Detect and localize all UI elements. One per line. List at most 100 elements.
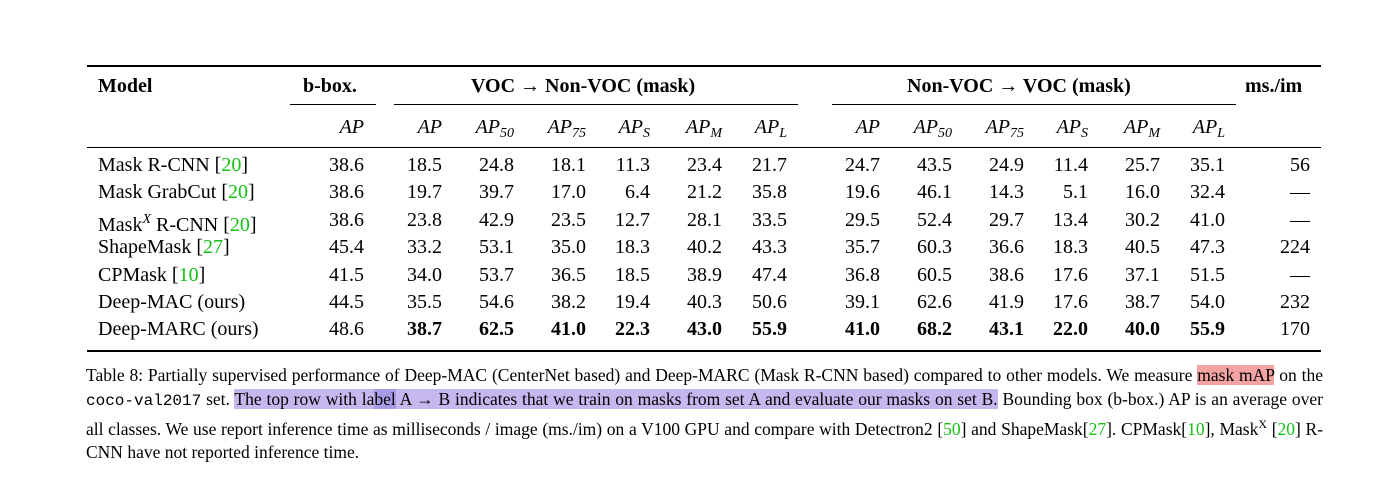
citation-link[interactable]: 20 [1277,418,1296,439]
citation-link[interactable]: 20 [228,181,248,204]
model-label: Mask GrabCut [98,181,217,204]
caption-text: Table 8: Partially supervised performanc… [86,365,1198,385]
nonvoc-voc-value: 17.6 [1053,291,1088,313]
voc-nonvoc-value: 33.2 [407,236,442,259]
metric-label: AP [1123,116,1149,138]
nonvoc-voc-value: 60.3 [917,236,952,259]
metric-label: AP [685,116,711,138]
voc-nonvoc-value: 33.5 [752,208,787,231]
voc-nonvoc-value: 35.8 [752,181,787,204]
voc-nonvoc-value: 43.0 [687,318,722,341]
voc-nonvoc-value: 38.2 [551,291,586,313]
metric-subscript: L [779,126,787,141]
metric-header-nonvoc-voc-0: AP [856,117,880,137]
metric-label: AP [913,116,938,138]
nonvoc-voc-value: 47.3 [1190,236,1225,259]
metric-subscript: L [1217,126,1225,141]
inference-time-value: — [1290,181,1310,204]
voc-nonvoc-value: 62.5 [479,318,514,341]
header-ms: ms./im [1245,75,1303,97]
table-caption: Table 8: Partially supervised performanc… [86,364,1323,465]
voc-nonvoc-value: 55.9 [752,318,787,341]
metric-label: AP [475,116,500,138]
nonvoc-voc-value: 43.5 [917,154,952,176]
bbox-ap-value: 45.4 [329,236,364,259]
inference-time-value: 170 [1280,318,1310,341]
nonvoc-voc-value: 51.5 [1190,263,1225,286]
nonvoc-voc-value: 29.5 [845,208,880,231]
citation-link[interactable]: 10 [178,263,199,286]
caption-text: ], Mask [1204,418,1259,439]
voc-nonvoc-value: 28.1 [687,208,722,231]
citation-link[interactable]: 20 [221,154,242,176]
highlight-top-row: A → B indicates that we train on masks f… [395,388,998,409]
nonvoc-voc-value: 43.1 [989,318,1024,341]
caption-text: ] and ShapeMask[ [960,418,1089,439]
voc-nonvoc-value: 23.4 [687,154,722,176]
nonvoc-voc-value: 13.4 [1053,208,1088,231]
bbox-ap-value: 48.6 [329,318,364,341]
nonvoc-voc-value: 29.7 [989,208,1024,231]
nonvoc-voc-value: 52.4 [917,208,952,231]
bbox-ap-value: 38.6 [329,181,364,204]
caption-text: ] R-CNN have not reported inference time… [86,418,1324,463]
model-label: ShapeMask [98,236,192,259]
top-rule [87,65,1321,67]
nonvoc-voc-value: 41.9 [989,291,1024,313]
voc-nonvoc-value: 41.0 [551,318,586,341]
header-voc-to-nonvoc: VOC → Non-VOC (mask) [471,75,696,97]
nonvoc-voc-value: 38.7 [1125,291,1160,313]
metric-subscript: S [1081,126,1088,141]
nonvoc-voc-value: 41.0 [1190,208,1225,231]
model-label: Deep-MARC (ours) [98,318,259,341]
nonvoc-voc-value: 24.7 [845,154,880,176]
nonvoc-voc-cmidrule [832,104,1236,105]
nonvoc-voc-value: 46.1 [917,181,952,204]
voc-nonvoc-value: 40.2 [687,236,722,259]
header-rule [87,147,1321,148]
metric-subscript: 50 [500,126,514,141]
voc-nonvoc-value: 50.6 [752,291,787,313]
nonvoc-voc-value: 40.0 [1125,318,1160,341]
metric-subscript: S [643,126,650,141]
metric-label: AP [1192,116,1218,138]
metric-label: AP [618,116,643,138]
metric-header-voc-nonvoc-1: AP50 [476,117,514,144]
voc-nonvoc-value: 18.3 [615,236,650,259]
nonvoc-voc-value: 35.7 [845,236,880,259]
voc-nonvoc-value: 18.5 [407,154,442,176]
voc-nonvoc-value: 23.5 [551,208,586,231]
citation-link[interactable]: 10 [1187,418,1205,439]
voc-nonvoc-value: 38.9 [687,263,722,286]
citation-link[interactable]: 27 [1088,418,1107,439]
inference-time-value: 232 [1280,291,1310,313]
caption-text: ]. CPMask[ [1106,418,1188,439]
nonvoc-voc-value: 36.8 [845,263,880,286]
caption-text: on the [1274,365,1323,385]
citation-link[interactable]: 27 [203,236,223,259]
nonvoc-voc-value: 5.1 [1063,181,1088,204]
inference-time-value: — [1290,263,1310,286]
nonvoc-voc-value: 68.2 [917,318,952,341]
nonvoc-voc-value: 19.6 [845,181,880,204]
nonvoc-voc-value: 30.2 [1125,208,1160,231]
nonvoc-voc-value: 16.0 [1125,181,1160,204]
metric-header-nonvoc-voc-1: AP50 [914,117,952,144]
metric-header-nonvoc-voc-4: APM [1124,117,1160,144]
model-name: MaskX R-CNN [20] [98,211,257,236]
citation-link[interactable]: 50 [943,418,961,439]
metric-header-voc-nonvoc-5: APL [755,117,787,144]
voc-nonvoc-value: 40.3 [687,291,722,313]
voc-nonvoc-value: 24.8 [479,154,514,176]
metric-label: AP [754,116,780,138]
model-superscript: X [142,211,152,227]
model-name: CPMask [10] [98,263,206,286]
caption-text: [ [1267,418,1278,439]
voc-nonvoc-value: 42.9 [479,208,514,231]
metric-label: AP [855,116,880,138]
model-name: Deep-MARC (ours) [98,319,259,339]
header-model: Model [98,75,153,97]
voc-nonvoc-value: 23.8 [407,208,442,231]
model-label: Deep-MAC (ours) [98,291,246,313]
citation-link[interactable]: 20 [229,213,250,236]
